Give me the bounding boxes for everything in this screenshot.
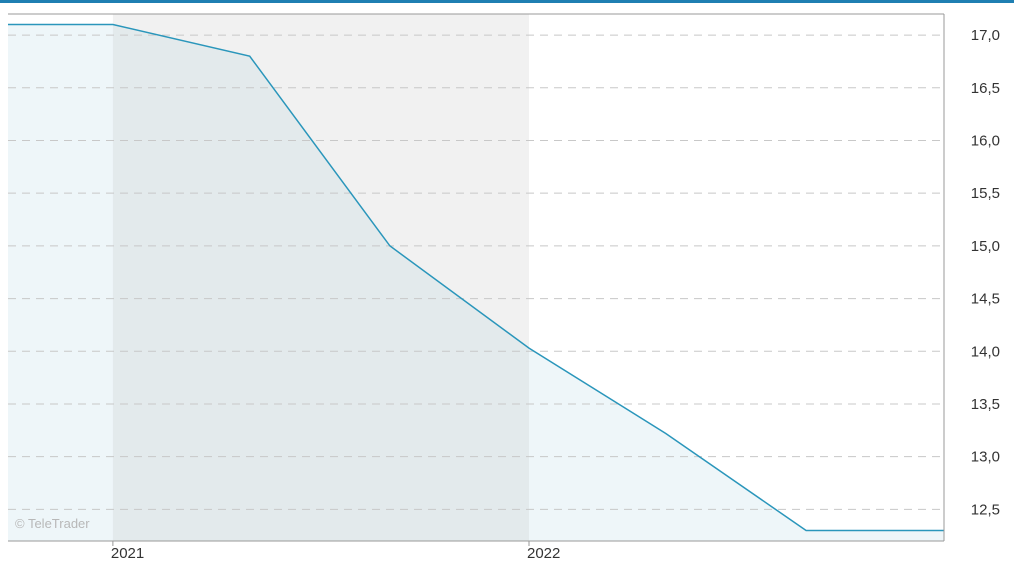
top-border [0, 0, 1014, 3]
y-tick-label: 15,0 [971, 238, 1000, 255]
y-tick-label: 14,0 [971, 343, 1000, 360]
watermark: © TeleTrader [15, 516, 90, 531]
y-tick-label: 16,5 [971, 80, 1000, 97]
y-tick-label: 14,5 [971, 291, 1000, 308]
x-tick-label: 2021 [111, 545, 144, 561]
y-tick-label: 13,5 [971, 396, 1000, 413]
series-area-shaded [112, 24, 530, 541]
y-tick-label: 15,5 [971, 185, 1000, 202]
y-tick-label: 16,0 [971, 132, 1000, 149]
y-tick-label: 17,0 [971, 27, 1000, 44]
series-line [8, 23, 944, 532]
y-tick-label: 13,0 [971, 449, 1000, 466]
y-tick-label: 12,5 [971, 501, 1000, 518]
x-tick-label: 2022 [527, 545, 560, 561]
